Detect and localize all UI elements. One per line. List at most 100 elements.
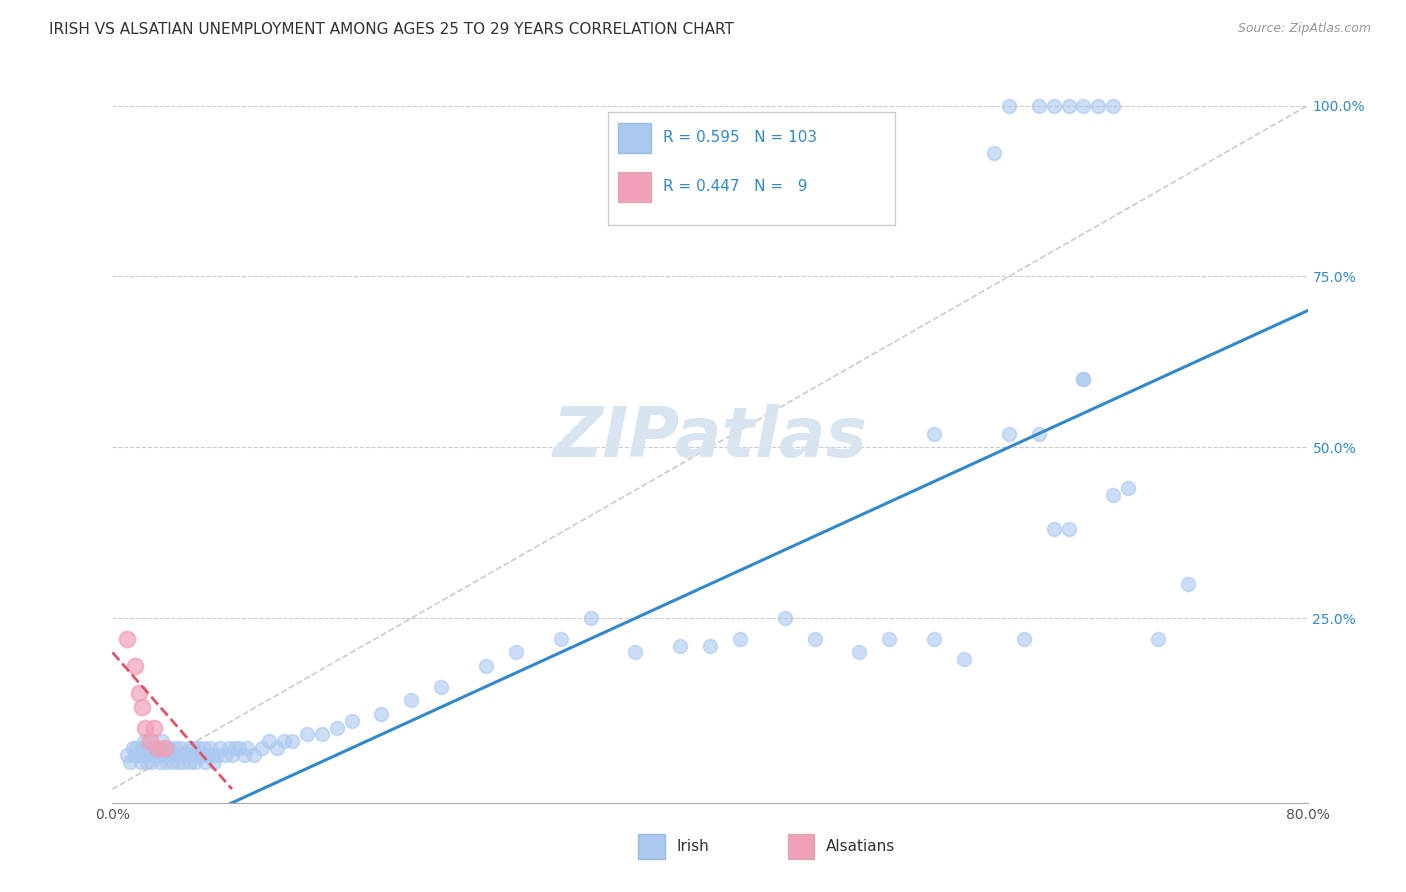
Point [139, 747, 162, 762]
Point [699, 639, 721, 653]
Point [1073, 372, 1095, 386]
Point [250, 741, 273, 756]
Point [146, 741, 169, 756]
Point [131, 747, 153, 762]
Point [624, 645, 647, 659]
Point [124, 747, 146, 762]
Point [340, 714, 363, 728]
Point [124, 659, 146, 673]
Point [129, 755, 152, 769]
Text: ZIPatlas: ZIPatlas [553, 403, 868, 471]
Point [135, 755, 157, 769]
Point [146, 747, 169, 762]
Point [150, 734, 173, 748]
Point [159, 747, 181, 762]
Point [1042, 98, 1064, 112]
Point [132, 734, 155, 748]
Text: IRISH VS ALSATIAN UNEMPLOYMENT AMONG AGES 25 TO 29 YEARS CORRELATION CHART: IRISH VS ALSATIAN UNEMPLOYMENT AMONG AGE… [49, 22, 734, 37]
Point [195, 747, 218, 762]
Point [155, 755, 177, 769]
Point [1102, 98, 1125, 112]
Point [152, 747, 174, 762]
Point [475, 659, 498, 673]
Point [370, 706, 392, 721]
Point [170, 747, 193, 762]
Point [183, 755, 205, 769]
Point [983, 146, 1005, 161]
Point [1042, 522, 1064, 536]
Point [669, 639, 692, 653]
Point [139, 734, 162, 748]
Point [922, 426, 945, 441]
Point [138, 734, 160, 748]
Point [128, 686, 150, 700]
Point [243, 747, 266, 762]
FancyBboxPatch shape [609, 112, 896, 225]
Point [188, 747, 211, 762]
Point [281, 734, 304, 748]
Point [201, 747, 224, 762]
Point [142, 747, 165, 762]
Bar [619, 122, 651, 153]
Point [209, 741, 232, 756]
Point [194, 755, 217, 769]
Point [803, 632, 825, 646]
Point [1102, 488, 1125, 502]
Point [179, 755, 201, 769]
Point [134, 747, 156, 762]
Point [120, 755, 142, 769]
Point [153, 741, 176, 756]
Text: Source: ZipAtlas.com: Source: ZipAtlas.com [1237, 22, 1371, 36]
Point [177, 741, 200, 756]
Point [125, 741, 148, 756]
Point [922, 632, 945, 646]
Point [117, 747, 139, 762]
Point [1073, 372, 1095, 386]
Point [169, 741, 191, 756]
Point [224, 741, 246, 756]
Point [953, 652, 976, 666]
Point [233, 747, 256, 762]
Point [1057, 98, 1080, 112]
Point [202, 755, 225, 769]
Point [172, 755, 194, 769]
Point [162, 755, 183, 769]
Point [165, 741, 187, 756]
Point [221, 747, 243, 762]
Point [259, 734, 281, 748]
Point [266, 741, 288, 756]
Point [117, 632, 139, 646]
Point [181, 741, 204, 756]
Point [131, 700, 153, 714]
Point [186, 747, 208, 762]
Bar [638, 834, 665, 860]
Point [1028, 98, 1050, 112]
Point [325, 721, 347, 735]
Point [505, 645, 527, 659]
Text: Irish: Irish [676, 839, 709, 855]
Point [1073, 98, 1095, 112]
Point [550, 632, 572, 646]
Point [122, 741, 145, 756]
Point [143, 741, 166, 756]
Text: R = 0.447   N =   9: R = 0.447 N = 9 [664, 179, 808, 194]
Point [1028, 426, 1050, 441]
Point [134, 741, 156, 756]
Point [187, 741, 209, 756]
Point [166, 747, 188, 762]
Point [998, 426, 1021, 441]
Point [167, 755, 190, 769]
Point [998, 98, 1021, 112]
Point [176, 747, 198, 762]
Point [214, 747, 236, 762]
Point [128, 747, 150, 762]
Point [163, 747, 186, 762]
Point [153, 741, 176, 756]
Point [149, 755, 172, 769]
Point [579, 611, 602, 625]
Point [143, 721, 166, 735]
Point [728, 632, 751, 646]
Point [879, 632, 901, 646]
Point [198, 741, 221, 756]
Point [141, 755, 163, 769]
